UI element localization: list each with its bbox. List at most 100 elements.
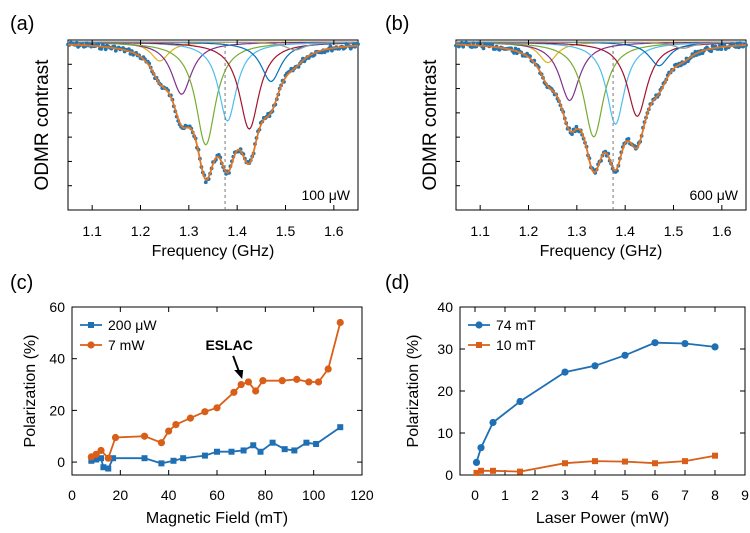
y-tick-label: 30 [437, 341, 453, 357]
series-point [97, 446, 105, 455]
series-point [244, 378, 253, 386]
axes-frame [455, 39, 747, 211]
x-tick-label: 60 [209, 487, 225, 503]
series-point [88, 457, 95, 464]
y-tick-label: 10 [437, 425, 453, 441]
y-axis-label: Polarization (%) [405, 335, 422, 448]
series-point [186, 414, 195, 422]
data-point [103, 47, 108, 52]
x-axis-label: Magnetic Field (mT) [146, 510, 288, 527]
x-tick-label: 1.5 [664, 223, 684, 239]
x-axis-label: Laser Power (mW) [536, 510, 669, 527]
series-point [293, 375, 301, 383]
series-point [141, 455, 148, 462]
x-tick-label: 1.4 [227, 223, 247, 239]
axes-frame [67, 39, 359, 211]
data-point [512, 51, 516, 55]
series-point [214, 448, 220, 455]
data-point [203, 180, 208, 185]
data-point [459, 40, 464, 45]
x-tick-label: 1.2 [131, 223, 151, 239]
legend-marker [476, 342, 482, 348]
series-point [489, 418, 497, 427]
data-point [328, 44, 333, 49]
legend-entry: 7 mW [108, 337, 145, 353]
series-point [472, 458, 481, 466]
series-point [712, 452, 718, 459]
series-point [517, 468, 523, 475]
data-point [481, 46, 486, 51]
data-point [570, 132, 574, 137]
data-point [738, 41, 743, 45]
x-tick-label: 2 [531, 487, 539, 503]
series-point [250, 442, 257, 449]
x-tick-label: 1.1 [82, 223, 102, 239]
x-tick-label: 1.6 [712, 223, 732, 239]
data-point [736, 45, 741, 50]
series-point [291, 447, 298, 454]
series-point [110, 455, 117, 462]
x-tick-label: 1.2 [519, 223, 539, 239]
series-point [681, 339, 689, 348]
series-point [259, 377, 267, 385]
series-point [303, 439, 310, 446]
legend-entry: 200 μW [108, 317, 157, 333]
series-point [104, 454, 112, 462]
data-point [709, 49, 714, 54]
x-tick-label: 9 [741, 487, 749, 503]
series-point [213, 404, 221, 412]
y-axis-label: ODMR contrast [32, 59, 53, 191]
lorentzian-component-7 [68, 41, 358, 51]
series-point [651, 339, 659, 347]
series-point [180, 455, 187, 462]
y-axis-label: ODMR contrast [420, 59, 441, 191]
series-point [313, 440, 320, 447]
series-point [269, 439, 276, 446]
series-point [592, 458, 598, 465]
series-point [92, 450, 100, 458]
eslac-arrow-head [234, 369, 244, 379]
x-tick-label: 1.4 [615, 223, 635, 239]
series-point [324, 365, 332, 373]
panel-label: (b) [385, 13, 409, 35]
series-point [478, 467, 484, 474]
series-point [336, 318, 344, 327]
x-tick-label: 80 [258, 487, 274, 503]
x-tick-label: 1 [501, 487, 509, 503]
series-point [237, 380, 245, 389]
series-point [652, 460, 658, 467]
legend-marker [88, 322, 94, 328]
series-point [201, 408, 209, 416]
power-annotation: 600 μW [689, 187, 738, 203]
power-annotation: 100 μW [301, 187, 350, 203]
data-point [471, 41, 476, 46]
data-point [735, 41, 740, 46]
series-line-2 [476, 454, 716, 474]
fit-curve [456, 43, 746, 174]
x-tick-label: 7 [681, 487, 689, 503]
data-point [490, 42, 495, 47]
x-axis-label: Frequency (GHz) [540, 243, 663, 260]
data-point [574, 124, 579, 129]
series-point [252, 387, 260, 395]
lorentzian-component-3 [456, 42, 746, 138]
series-point [172, 421, 180, 429]
x-tick-label: 0 [471, 487, 479, 503]
x-tick-label: 4 [591, 487, 599, 503]
series-point [337, 424, 344, 431]
lorentzian-component-7 [456, 41, 746, 49]
y-tick-label: 60 [49, 299, 65, 315]
series-point [305, 378, 313, 386]
panel-c: (c) 0 20 40 60 80 100 120 0 20 40 60 200 μW 7 mW ESLAC… [10, 272, 374, 527]
legend-entry: 74 mT [496, 317, 536, 333]
series-point [140, 432, 149, 440]
x-tick-label: 1.6 [324, 223, 344, 239]
data-point [74, 40, 79, 45]
series-point [281, 446, 288, 453]
data-point [513, 46, 518, 51]
data-point [99, 47, 104, 51]
series-point [111, 433, 120, 442]
data-point [719, 47, 724, 51]
lorentzian-component-3 [68, 42, 359, 146]
series-point [561, 368, 569, 376]
